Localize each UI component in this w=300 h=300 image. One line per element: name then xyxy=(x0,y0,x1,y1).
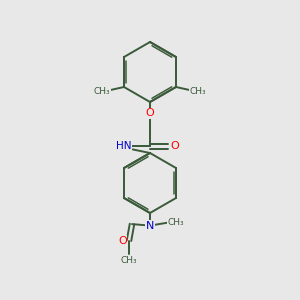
Text: O: O xyxy=(118,236,127,246)
Text: N: N xyxy=(146,220,154,231)
Text: O: O xyxy=(170,141,179,152)
Text: HN: HN xyxy=(116,141,132,152)
Text: O: O xyxy=(146,108,154,118)
Text: CH₃: CH₃ xyxy=(190,87,206,96)
Text: CH₃: CH₃ xyxy=(94,87,110,96)
Text: CH₃: CH₃ xyxy=(168,218,184,227)
Text: CH₃: CH₃ xyxy=(121,256,137,265)
